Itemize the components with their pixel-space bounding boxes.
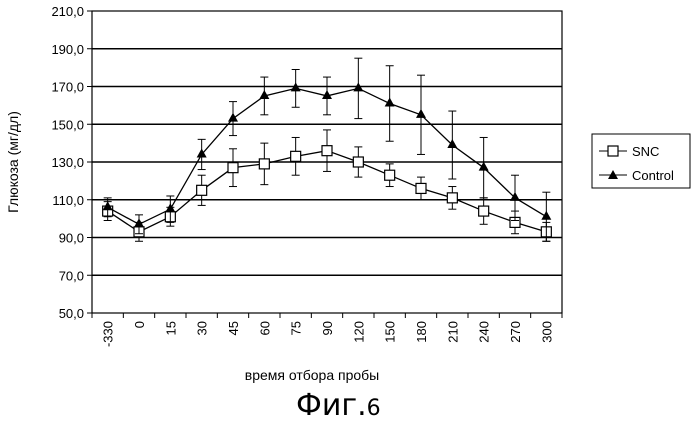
data-point — [353, 157, 363, 167]
figure-caption: Фиг.6 — [296, 388, 381, 423]
data-point — [479, 206, 489, 216]
x-tick-label: 45 — [226, 321, 241, 335]
y-axis-title: Глюкоза (мг/дл) — [5, 111, 21, 213]
data-point — [197, 185, 207, 195]
x-tick-label: 75 — [289, 321, 304, 335]
x-tick-label: 30 — [195, 321, 210, 335]
y-tick-label: 110,0 — [52, 193, 84, 208]
figure-caption-prefix: Фиг. — [296, 388, 367, 423]
y-tick-label: 70,0 — [59, 268, 84, 283]
x-tick-label: 150 — [383, 321, 398, 343]
x-axis-ticks: -330 0 15 30 45 60 75 90 120 150 180 210 240 270 300 — [92, 313, 562, 347]
y-tick-label: 150,0 — [51, 117, 84, 132]
data-point — [447, 193, 457, 203]
x-tick-label: -330 — [101, 321, 116, 347]
legend-control-label: Control — [632, 168, 674, 183]
x-tick-label: 120 — [351, 321, 366, 343]
x-tick-label: 60 — [257, 321, 272, 335]
x-axis-title: время отбора пробы — [245, 367, 380, 383]
x-tick-label: 240 — [477, 321, 492, 343]
x-tick-label: 90 — [320, 321, 335, 335]
y-axis-ticks: 50,0 70,0 90,0 110,0 130,0 150,0 170,0 190,0 210… — [51, 4, 92, 321]
data-point — [322, 146, 332, 156]
y-tick-label: 50,0 — [59, 306, 84, 321]
y-tick-label: 90,0 — [59, 231, 84, 246]
data-point — [259, 159, 269, 169]
y-tick-label: 130,0 — [51, 155, 84, 170]
y-tick-label: 190,0 — [51, 42, 84, 57]
x-tick-label: 15 — [163, 321, 178, 335]
x-tick-label: 300 — [539, 321, 554, 343]
legend: SNC Control — [592, 134, 690, 188]
legend-snc-marker — [608, 146, 618, 156]
data-point — [291, 151, 301, 161]
y-tick-label: 170,0 — [51, 80, 84, 95]
data-point — [385, 170, 395, 180]
x-tick-label: 270 — [508, 321, 523, 343]
x-tick-label: 210 — [445, 321, 460, 343]
figure-caption-number: 6 — [367, 396, 381, 421]
y-tick-label: 210,0 — [51, 4, 84, 19]
data-point — [228, 163, 238, 173]
x-tick-label: 180 — [414, 321, 429, 343]
x-tick-label: 0 — [132, 321, 147, 328]
data-point — [416, 183, 426, 193]
legend-snc-label: SNC — [632, 144, 659, 159]
